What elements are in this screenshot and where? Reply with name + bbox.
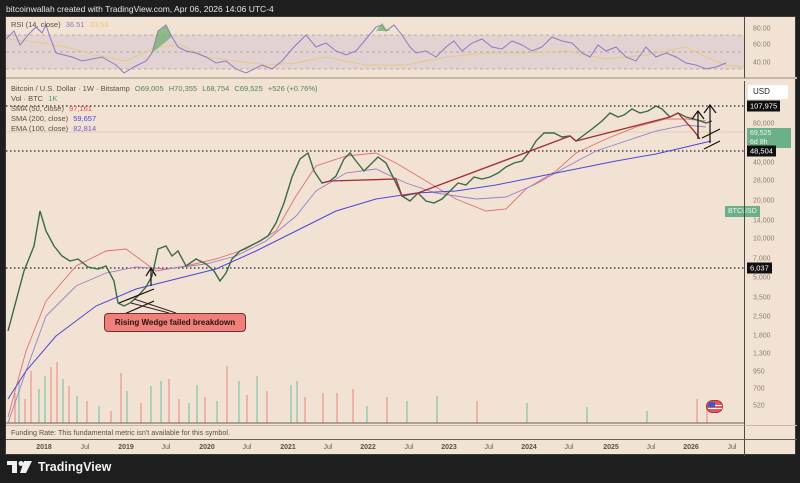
flag-canton [708, 402, 715, 407]
rsi-axis[interactable]: 80.00 60.00 40.00 [744, 17, 797, 79]
time-tick: 2026 [683, 444, 699, 451]
us-flag-event-icon[interactable] [706, 400, 723, 413]
ema100-legend[interactable]: EMA (100, close) 82,814 [11, 124, 99, 133]
rsi-pane[interactable]: RSI (14, close) 36.51 33.53 [6, 17, 744, 79]
time-axis[interactable]: 2018 Jul 2019 Jul 2020 Jul 2021 Jul 2022… [6, 439, 744, 456]
rsi-plot [6, 23, 744, 74]
price-tick: 20,000 [753, 197, 775, 205]
price-tick: 5,000 [753, 274, 771, 282]
resistance-price-badge: 107,975 [747, 100, 781, 112]
volume-value: 1K [48, 94, 58, 103]
high-value: H70,355 [168, 84, 198, 93]
rising-wedge-callout[interactable]: Rising Wedge failed breakdown [104, 313, 246, 332]
price-tick: 80,000 [753, 120, 775, 128]
axis-corner [744, 439, 797, 456]
price-tick: 2,500 [753, 313, 771, 321]
time-tick: 2018 [36, 444, 52, 451]
rsi-value: 36.51 [65, 20, 85, 29]
rsi-legend[interactable]: RSI (14, close) 36.51 33.53 [11, 20, 111, 29]
time-tick: Jul [161, 444, 171, 451]
low-value: L68,754 [202, 84, 230, 93]
price-tick: 1,300 [753, 350, 771, 358]
tradingview-logo[interactable]: TradingView [7, 458, 111, 476]
price-tick: 3,500 [753, 294, 771, 302]
volume-label: Vol · BTC [11, 94, 44, 103]
symbol-price-tag: BTCUSD [725, 206, 760, 217]
flag-stripe [715, 405, 722, 406]
price-tick: 10,000 [753, 235, 775, 243]
symbol-title: Bitcoin / U.S. Dollar · 1W · Bitstamp [11, 84, 130, 93]
time-tick: 2023 [441, 444, 457, 451]
wedge-drawing-2019 [112, 266, 157, 320]
time-tick: 2019 [118, 444, 134, 451]
price-pane[interactable]: Bitcoin / U.S. Dollar · 1W · Bitstamp O6… [6, 81, 760, 425]
tradingview-logo-icon [7, 461, 32, 473]
price-plot [6, 104, 744, 424]
sma50-legend[interactable]: SMA (50, close) 97,161 [11, 104, 95, 113]
rsi-tick: 60.00 [753, 41, 771, 49]
current-price-badge: 69,525 6d 8h [747, 128, 791, 148]
current-price: 69,525 [750, 130, 772, 137]
price-tick: 700 [753, 385, 765, 393]
symbol-legend[interactable]: Bitcoin / U.S. Dollar · 1W · Bitstamp O6… [11, 84, 321, 93]
support-price-badge: 48,504 [747, 145, 776, 157]
brand-name: TradingView [38, 460, 112, 474]
close-value: C69,525 [234, 84, 263, 93]
rsi-tick: 80.00 [753, 25, 771, 33]
price-tick: 28,000 [753, 177, 775, 185]
rsi-label: RSI (14, close) [11, 20, 61, 29]
flag-stripe [708, 408, 722, 409]
time-tick: Jul [727, 444, 737, 451]
time-tick: 2020 [199, 444, 215, 451]
funding-axis [744, 425, 797, 439]
time-tick: Jul [404, 444, 414, 451]
sma200-label: SMA (200, close) [11, 114, 69, 123]
rsi-ma-value: 33.53 [89, 20, 109, 29]
price-axis[interactable]: USD 107,975 80,000 69,525 6d 8h 48,504 4… [744, 81, 797, 425]
time-tick: 2022 [360, 444, 376, 451]
bar-countdown: 6d 8h [750, 139, 768, 146]
wedge-level-price-badge: 6,037 [747, 262, 772, 274]
price-tick: 950 [753, 368, 765, 376]
callout-pointer [130, 298, 177, 314]
price-tick: 520 [753, 402, 765, 410]
time-tick: 2024 [521, 444, 537, 451]
time-tick: 2025 [603, 444, 619, 451]
ema100-label: EMA (100, close) [11, 124, 69, 133]
time-tick: Jul [242, 444, 252, 451]
funding-rate-pane: Funding Rate: This fundamental metric is… [6, 425, 744, 439]
time-tick: Jul [564, 444, 574, 451]
chart-caption: bitcoinwallah created with TradingView.c… [6, 4, 274, 14]
time-tick: Jul [484, 444, 494, 451]
time-tick: Jul [646, 444, 656, 451]
sma50-label: SMA (50, close) [11, 104, 64, 113]
wedge-drawing-2026 [691, 104, 721, 150]
chart-frame: RSI (14, close) 36.51 33.53 80.00 60.00 … [5, 16, 797, 456]
sma200-value: 59,657 [73, 114, 97, 123]
price-tick: 14,000 [753, 217, 775, 225]
rsi-tick: 40.00 [753, 59, 771, 67]
time-tick: Jul [323, 444, 333, 451]
volume-legend[interactable]: Vol · BTC 1K [11, 94, 60, 103]
ema100-value: 82,814 [73, 124, 97, 133]
change-value: +526 (+0.76%) [267, 84, 318, 93]
price-tick: 40,000 [753, 159, 775, 167]
open-value: O69,005 [134, 84, 164, 93]
price-tick: 7,000 [753, 255, 771, 263]
price-tick: 1,800 [753, 332, 771, 340]
time-tick: Jul [80, 444, 90, 451]
sma50-value: 97,161 [69, 104, 92, 113]
time-tick: 2021 [280, 444, 296, 451]
sma200-legend[interactable]: SMA (200, close) 59,657 [11, 114, 99, 123]
currency-selector[interactable]: USD [748, 85, 788, 99]
